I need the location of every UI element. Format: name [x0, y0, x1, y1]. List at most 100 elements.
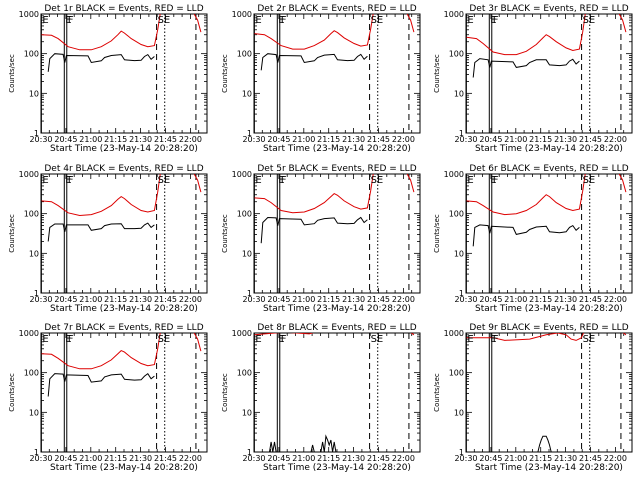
- events-series-line: [47, 372, 155, 397]
- x-axis-title: Start Time (23-May-14 20:28:20): [263, 144, 411, 154]
- x-tick-label: 20:30: [242, 454, 265, 463]
- y-tick-label: 100: [24, 210, 39, 219]
- panel-title: Det 5r BLACK = Events, RED = LLD: [257, 164, 416, 174]
- marker-label: E: [490, 15, 496, 26]
- marker-label: F: [68, 334, 74, 345]
- y-tick-label: 1: [459, 289, 464, 298]
- y-tick-label: 100: [24, 369, 39, 378]
- panel-plot: [41, 174, 202, 293]
- marker-label: SE: [371, 15, 384, 26]
- x-tick-label: 21:45: [154, 454, 177, 463]
- x-axis-title: Start Time (23-May-14 20:28:20): [475, 463, 623, 473]
- x-tick-label: 20:30: [242, 135, 265, 144]
- x-tick-label: 21:00: [504, 454, 527, 463]
- marker-label: SE: [158, 175, 171, 186]
- x-tick-label: 20:30: [29, 454, 52, 463]
- panel-frame: [40, 13, 208, 134]
- panel-frame: [465, 13, 633, 134]
- x-axis-title: Start Time (23-May-14 20:28:20): [50, 463, 198, 473]
- marker-label: E: [490, 175, 496, 186]
- y-tick-label: 1000: [19, 329, 39, 338]
- y-tick-label: 1000: [232, 329, 252, 338]
- panel-4: Det 4r BLACK = Events, RED = LLD 1 10 100 10…: [8, 164, 208, 314]
- marker-label: F: [493, 15, 499, 26]
- events-series-line: [260, 216, 368, 244]
- x-tick-label: 21:30: [129, 454, 152, 463]
- panel-frame: [253, 332, 421, 453]
- x-tick-label: 20:45: [267, 135, 290, 144]
- x-tick-label: 21:15: [104, 454, 127, 463]
- x-tick-label: 22:00: [392, 454, 415, 463]
- y-tick-label: 10: [242, 249, 252, 258]
- x-tick-label: 20:30: [29, 295, 52, 304]
- marker-label: E: [65, 15, 71, 26]
- marker-label: SE: [583, 15, 596, 26]
- x-tick-label: 20:30: [454, 454, 477, 463]
- y-tick-label: 1: [247, 448, 252, 457]
- panel-frame: [40, 332, 208, 453]
- events-series-line: [260, 53, 368, 71]
- events-series-line: [472, 224, 580, 247]
- x-tick-label: 20:45: [479, 135, 502, 144]
- x-tick-label: 21:45: [367, 295, 390, 304]
- events-series-line: [47, 53, 155, 72]
- panel-2: Det 2r BLACK = Events, RED = LLD 1 10 100 10…: [221, 4, 421, 154]
- x-tick-label: 20:45: [54, 135, 77, 144]
- y-tick-label: 10: [242, 89, 252, 98]
- events-series-line: [537, 435, 552, 452]
- x-tick-label: 21:15: [529, 454, 552, 463]
- x-tick-label: 21:45: [579, 135, 602, 144]
- y-tick-label: 1000: [232, 170, 252, 179]
- panel-plot: [254, 14, 415, 133]
- x-tick-label: 21:00: [292, 454, 315, 463]
- x-axis-title: Start Time (23-May-14 20:28:20): [475, 144, 623, 154]
- y-tick-label: 1000: [444, 10, 464, 19]
- y-axis-title: Counts/sec: [221, 54, 229, 93]
- y-tick-label: 10: [29, 89, 39, 98]
- y-tick-label: 100: [24, 50, 39, 59]
- panel-title: Det 7r BLACK = Events, RED = LLD: [44, 323, 203, 333]
- lld-series-line: [254, 174, 415, 214]
- y-tick-label: 1000: [19, 10, 39, 19]
- y-tick-label: 1: [34, 129, 39, 138]
- y-axis-title: Counts/sec: [8, 373, 16, 412]
- lld-series-line: [41, 14, 202, 51]
- marker-label: E: [278, 175, 284, 186]
- x-axis-title: Start Time (23-May-14 20:28:20): [475, 304, 623, 314]
- x-tick-label: 22:00: [179, 454, 202, 463]
- x-tick-label: 21:15: [317, 135, 340, 144]
- lld-series-line: [466, 333, 627, 341]
- y-tick-label: 100: [237, 50, 252, 59]
- marker-label: E: [65, 334, 71, 345]
- y-tick-label: 100: [449, 369, 464, 378]
- marker-label: E: [278, 15, 284, 26]
- marker-label: SE: [583, 334, 596, 345]
- x-tick-label: 21:15: [317, 295, 340, 304]
- marker-label: E: [467, 334, 473, 345]
- x-tick-label: 21:45: [579, 295, 602, 304]
- marker-label: E: [490, 334, 496, 345]
- x-tick-label: 22:00: [604, 295, 627, 304]
- x-tick-label: 21:30: [554, 454, 577, 463]
- events-series-line: [472, 58, 580, 78]
- x-tick-label: 21:15: [529, 135, 552, 144]
- panel-title: Det 4r BLACK = Events, RED = LLD: [44, 164, 203, 174]
- marker-label: E: [42, 15, 48, 26]
- marker-label: E: [278, 334, 284, 345]
- x-tick-label: 21:30: [342, 135, 365, 144]
- y-tick-label: 1: [459, 129, 464, 138]
- x-tick-label: 22:00: [604, 454, 627, 463]
- panel-plot: [254, 174, 415, 293]
- x-axis-title: Start Time (23-May-14 20:28:20): [50, 304, 198, 314]
- y-axis-title: Counts/sec: [433, 214, 441, 253]
- lld-series-line: [254, 14, 415, 50]
- y-tick-label: 10: [454, 408, 464, 417]
- x-tick-label: 21:00: [292, 295, 315, 304]
- marker-label: F: [493, 334, 499, 345]
- panel-frame: [253, 173, 421, 294]
- marker-label: E: [42, 175, 48, 186]
- panel-title: Det 8r BLACK = Events, RED = LLD: [257, 323, 416, 333]
- x-tick-label: 22:00: [392, 295, 415, 304]
- y-tick-label: 1000: [444, 170, 464, 179]
- y-tick-label: 1000: [444, 329, 464, 338]
